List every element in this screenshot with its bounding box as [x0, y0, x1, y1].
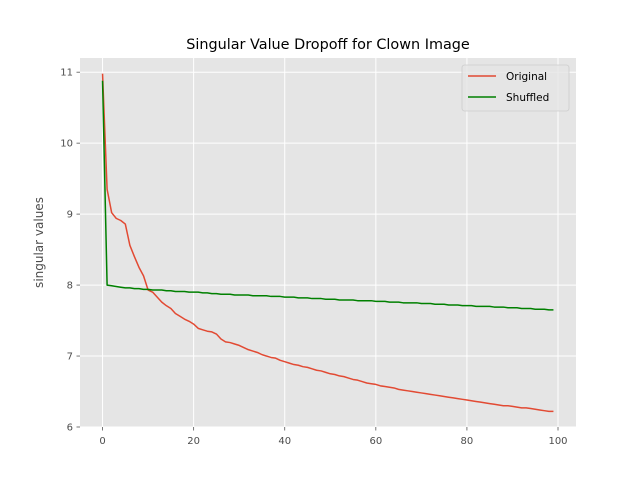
x-tick-label: 60: [369, 436, 382, 447]
y-axis-ticks: 6 7 8 9 10 11: [60, 68, 80, 434]
x-tick-label: 100: [548, 436, 567, 447]
grid: [80, 58, 576, 428]
y-tick-label: 7: [67, 352, 73, 363]
x-axis-ticks: 0 20 40 60 80 100: [99, 427, 568, 447]
y-axis-label: singular values: [32, 197, 46, 288]
y-tick-label: 9: [67, 210, 73, 221]
x-tick-label: 80: [461, 436, 474, 447]
y-tick-label: 8: [67, 281, 73, 292]
y-tick-label: 11: [60, 68, 73, 79]
plot-area: [80, 58, 576, 427]
series-lines: [101, 73, 554, 413]
legend: Original Shuffled: [461, 64, 570, 112]
x-tick-label: 20: [187, 436, 200, 447]
series-line-original: [101, 73, 554, 413]
y-tick-label: 10: [60, 139, 73, 150]
series-line-shuffled: [101, 80, 554, 311]
y-tick-label: 6: [67, 423, 73, 434]
x-tick-label: 0: [99, 436, 105, 447]
legend-label-original: Original: [506, 71, 547, 83]
chart-title: Singular Value Dropoff for Clown Image: [186, 37, 470, 53]
legend-label-shuffled: Shuffled: [506, 92, 549, 104]
x-tick-label: 40: [278, 436, 291, 447]
